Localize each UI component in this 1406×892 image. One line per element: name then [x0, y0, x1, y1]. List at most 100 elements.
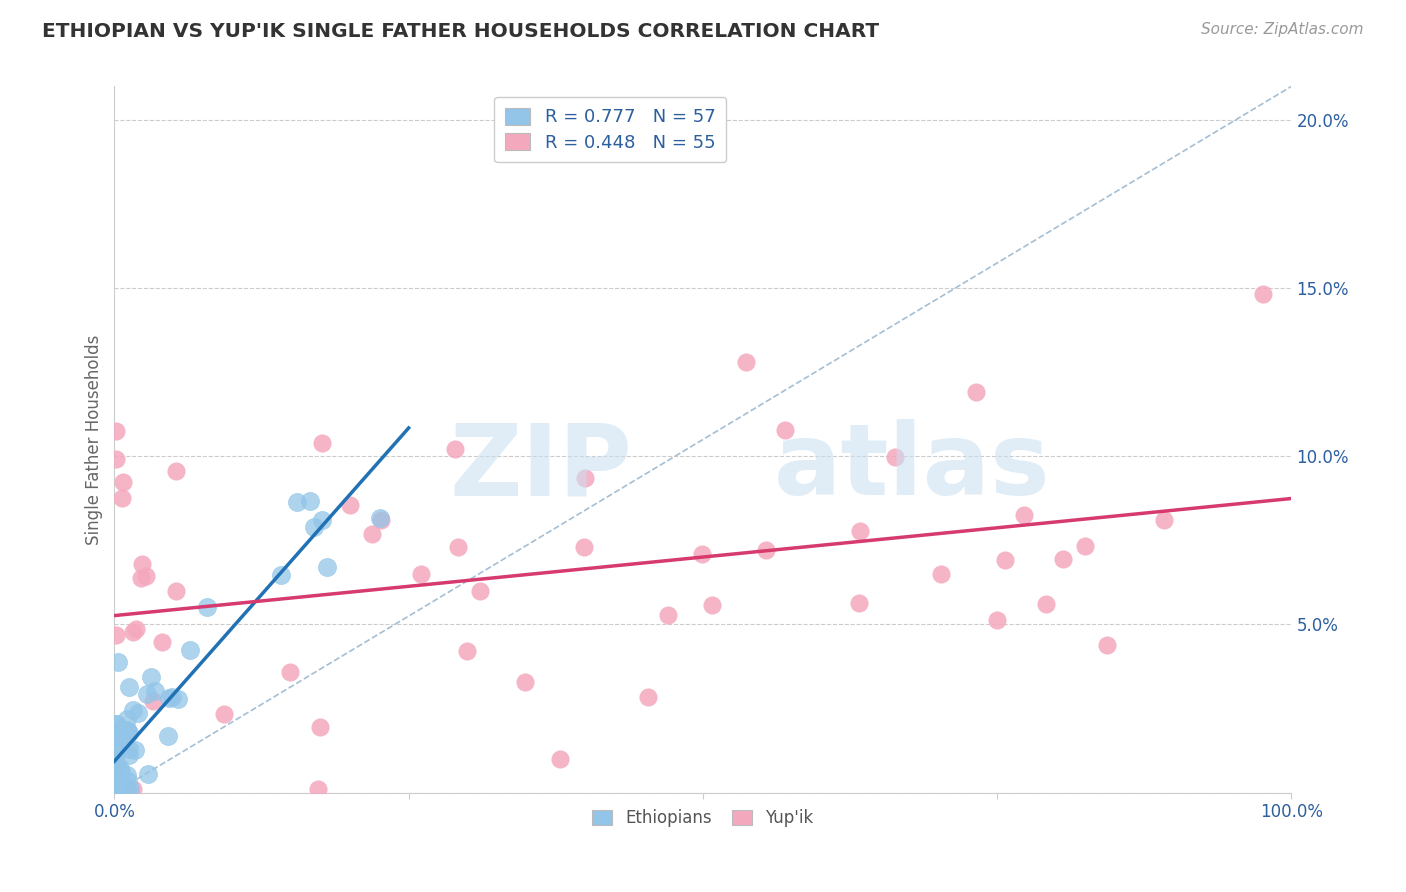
- Point: [111, 491, 134, 505]
- Point: [311, 513, 333, 527]
- Point: [1073, 539, 1095, 553]
- Point: [104, 782, 127, 797]
- Point: [166, 692, 188, 706]
- Point: [122, 782, 145, 797]
- Point: [107, 761, 129, 775]
- Point: [278, 665, 301, 680]
- Point: [339, 499, 361, 513]
- Point: [1014, 508, 1036, 522]
- Point: [111, 729, 134, 743]
- Point: [135, 569, 157, 583]
- Point: [104, 451, 127, 466]
- Point: [105, 716, 128, 731]
- Point: [309, 721, 332, 735]
- Point: [135, 687, 157, 701]
- Point: [124, 742, 146, 756]
- Point: [884, 450, 907, 465]
- Point: [270, 568, 292, 582]
- Point: [104, 627, 127, 641]
- Point: [316, 559, 339, 574]
- Point: [103, 759, 125, 773]
- Point: [117, 747, 139, 762]
- Point: [122, 624, 145, 639]
- Point: [112, 475, 135, 489]
- Point: [104, 782, 127, 797]
- Point: [142, 694, 165, 708]
- Point: [117, 773, 139, 788]
- Point: [993, 552, 1015, 566]
- Y-axis label: Single Father Households: Single Father Households: [86, 334, 103, 545]
- Point: [574, 540, 596, 554]
- Point: [115, 723, 138, 737]
- Point: [179, 643, 201, 657]
- Point: [131, 557, 153, 571]
- Point: [1251, 287, 1274, 301]
- Point: [105, 743, 128, 757]
- Point: [104, 730, 127, 744]
- Point: [127, 706, 149, 720]
- Point: [107, 782, 129, 797]
- Point: [929, 566, 952, 581]
- Point: [143, 683, 166, 698]
- Point: [118, 742, 141, 756]
- Point: [1095, 638, 1118, 652]
- Point: [108, 724, 131, 739]
- Point: [115, 768, 138, 782]
- Point: [734, 355, 756, 369]
- Point: [370, 513, 392, 527]
- Point: [160, 690, 183, 704]
- Point: [105, 761, 128, 775]
- Point: [195, 600, 218, 615]
- Point: [456, 644, 478, 658]
- Text: ZIP: ZIP: [450, 419, 633, 516]
- Point: [125, 622, 148, 636]
- Point: [690, 548, 713, 562]
- Point: [1153, 513, 1175, 527]
- Point: [307, 782, 329, 797]
- Point: [1052, 552, 1074, 566]
- Point: [150, 635, 173, 649]
- Point: [118, 681, 141, 695]
- Point: [104, 737, 127, 751]
- Point: [447, 541, 470, 555]
- Text: ETHIOPIAN VS YUP'IK SINGLE FATHER HOUSEHOLDS CORRELATION CHART: ETHIOPIAN VS YUP'IK SINGLE FATHER HOUSEH…: [42, 22, 879, 41]
- Point: [107, 765, 129, 780]
- Text: atlas: atlas: [773, 419, 1050, 516]
- Point: [105, 731, 128, 745]
- Point: [700, 598, 723, 612]
- Point: [105, 782, 128, 797]
- Point: [108, 761, 131, 775]
- Point: [157, 691, 180, 706]
- Point: [120, 782, 142, 797]
- Point: [139, 670, 162, 684]
- Point: [165, 464, 187, 478]
- Point: [212, 707, 235, 722]
- Point: [361, 527, 384, 541]
- Point: [115, 712, 138, 726]
- Point: [110, 765, 132, 780]
- Point: [287, 495, 309, 509]
- Point: [755, 543, 778, 558]
- Point: [468, 583, 491, 598]
- Point: [411, 566, 433, 581]
- Point: [444, 442, 467, 457]
- Point: [515, 675, 537, 690]
- Point: [165, 583, 187, 598]
- Point: [105, 782, 128, 797]
- Point: [118, 726, 141, 740]
- Point: [122, 703, 145, 717]
- Point: [107, 761, 129, 775]
- Point: [110, 766, 132, 780]
- Point: [986, 614, 1008, 628]
- Point: [849, 524, 872, 538]
- Point: [104, 750, 127, 764]
- Point: [848, 596, 870, 610]
- Point: [574, 470, 596, 484]
- Point: [775, 423, 797, 437]
- Point: [965, 384, 987, 399]
- Point: [104, 424, 127, 438]
- Point: [115, 782, 138, 797]
- Point: [105, 775, 128, 789]
- Point: [548, 752, 571, 766]
- Text: Source: ZipAtlas.com: Source: ZipAtlas.com: [1201, 22, 1364, 37]
